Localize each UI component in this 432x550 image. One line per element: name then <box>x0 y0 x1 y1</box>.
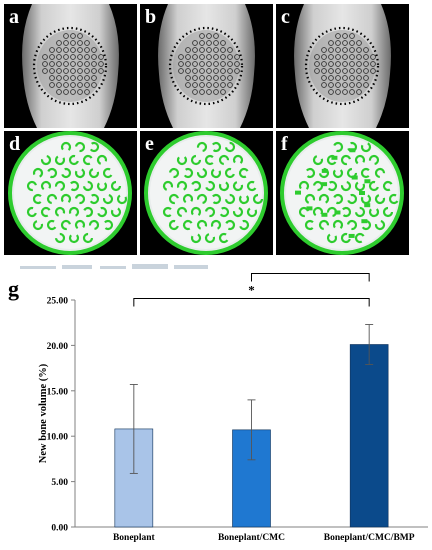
panel-c-image <box>294 4 391 128</box>
y-tick-label: 10.00 <box>47 433 69 443</box>
x-tick-label: Boneplant/CMC <box>218 533 285 542</box>
x-tick-label: Boneplant/CMC/BMP <box>324 533 415 542</box>
panel-d: d <box>4 131 137 255</box>
panel-b: b <box>140 4 273 128</box>
panel-label-b: b <box>145 6 157 28</box>
panel-a-image <box>22 4 119 128</box>
panel-label-d: d <box>9 133 21 155</box>
panel-b-image <box>158 4 255 128</box>
panel-f: f <box>276 131 409 255</box>
y-axis-label: New bone volume (%) <box>38 363 49 463</box>
panel-label-e: e <box>145 133 154 155</box>
x-tick-label: Boneplant <box>113 533 156 542</box>
panel-f-image <box>280 131 404 255</box>
scan-artifact <box>20 264 208 269</box>
panel-d-image <box>8 131 132 255</box>
y-tick-label: 15.00 <box>47 387 69 397</box>
y-tick-label: 20.00 <box>47 342 69 352</box>
panel-c: c <box>276 4 409 128</box>
bar-3 <box>349 344 389 528</box>
significance-label-1: * <box>248 283 255 298</box>
panel-label-a: a <box>9 6 19 28</box>
panel-a: a <box>4 4 137 128</box>
significance-bracket-1 <box>133 298 370 307</box>
panel-e: e <box>140 131 273 255</box>
significance-label-2: ** <box>304 272 317 273</box>
y-tick-label: 5.00 <box>51 478 68 488</box>
panel-e-image <box>144 131 268 255</box>
y-tick-label: 0.00 <box>51 524 68 534</box>
y-tick-label: 25.00 <box>47 297 69 307</box>
figure-label-g: g <box>8 276 19 301</box>
panel-label-f: f <box>281 133 288 155</box>
bar-chart: 0.00 5.00 10.00 15.00 20.00 25.00 New bone vol… <box>38 272 428 542</box>
panel-label-c: c <box>281 6 290 28</box>
significance-bracket-2 <box>251 273 370 282</box>
